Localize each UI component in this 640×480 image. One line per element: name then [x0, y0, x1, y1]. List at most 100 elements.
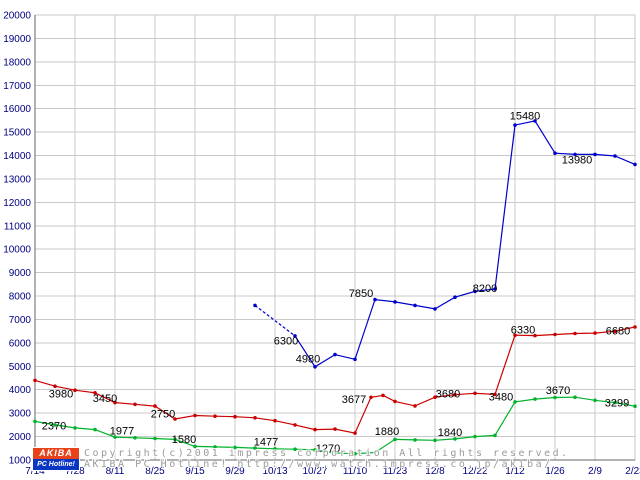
data-point-red — [213, 414, 217, 419]
data-point-blue — [393, 300, 397, 304]
point-label: 4980 — [296, 353, 320, 365]
data-point-red — [93, 391, 97, 395]
data-point-blue — [493, 287, 497, 291]
data-point-green — [333, 451, 337, 455]
watermark-line2: AKIBA PC Hotline! http://www.watch.impre… — [84, 459, 553, 470]
data-point-blue — [553, 151, 557, 155]
data-point-red — [133, 402, 137, 407]
point-label: 6300 — [274, 335, 298, 347]
data-point-red — [73, 388, 77, 393]
data-point-green — [153, 436, 157, 441]
data-point-green — [33, 419, 37, 424]
data-point-red — [333, 427, 337, 431]
point-label: 1977 — [110, 426, 134, 438]
point-label: 2750 — [151, 409, 175, 421]
y-axis-tick-label: 8000 — [9, 292, 32, 303]
data-point-green — [133, 436, 137, 440]
x-axis-tick-label: 9/29 — [225, 466, 245, 477]
series-line-red — [34, 326, 636, 434]
y-axis-tick-label: 11000 — [4, 221, 32, 232]
akiba-pc-hotline-logo: AKIBA PC Hotline! — [33, 448, 79, 470]
y-axis-tick-label: 15000 — [3, 128, 31, 139]
logo-top-text: AKIBA — [33, 448, 79, 459]
data-point-green — [93, 427, 97, 432]
data-point-red — [553, 332, 557, 337]
data-point-blue — [573, 152, 577, 157]
data-point-green — [473, 434, 477, 439]
data-point-green — [213, 445, 217, 449]
watermark-text: Copyright(c)2001 impress corporation All… — [84, 448, 570, 470]
data-point-green — [513, 400, 517, 404]
x-axis-tick-label: 12/8 — [425, 466, 445, 477]
data-point-red — [413, 404, 417, 408]
data-point-green — [53, 423, 57, 427]
x-axis-tick-label: 11/10 — [343, 466, 368, 477]
data-point-red — [369, 395, 373, 400]
data-point-green — [73, 426, 77, 430]
data-point-blue — [633, 162, 637, 167]
data-point-blue — [253, 303, 257, 308]
data-point-red — [153, 404, 157, 408]
data-point-green — [113, 435, 117, 439]
data-point-green — [253, 446, 257, 450]
data-point-green — [193, 444, 197, 449]
y-axis-tick-label: 13000 — [3, 174, 31, 185]
data-point-blue — [353, 357, 357, 362]
data-point-red — [353, 431, 357, 435]
y-axis-tick-label: 7000 — [9, 315, 32, 326]
y-axis-tick-label: 19000 — [3, 34, 31, 45]
data-point-blue — [453, 295, 457, 300]
watermark: AKIBA PC Hotline! Copyright(c)2001 impre… — [33, 448, 570, 470]
data-point-red — [381, 393, 385, 398]
x-axis-tick-label: 1/26 — [545, 466, 565, 477]
point-label: 3680 — [436, 389, 460, 401]
data-point-red — [473, 391, 477, 396]
data-point-green — [453, 437, 457, 441]
x-axis-tick-label: 8/11 — [106, 466, 125, 477]
y-axis-tick-label: 5000 — [9, 362, 32, 373]
data-point-green — [553, 395, 557, 400]
data-point-blue — [593, 152, 597, 157]
data-point-red — [593, 331, 597, 335]
data-point-green — [173, 437, 177, 442]
data-point-red — [253, 416, 257, 420]
point-label: 8200 — [473, 283, 497, 295]
data-point-green — [433, 438, 437, 443]
point-label: 1270 — [316, 443, 340, 455]
y-axis-tick-label: 4000 — [9, 385, 32, 396]
point-label: 3480 — [489, 391, 513, 403]
y-axis-tick-label: 3000 — [9, 409, 32, 420]
series-line-blue — [294, 120, 636, 368]
point-label: 13980 — [562, 155, 593, 167]
x-axis-tick-label: 12/22 — [462, 466, 487, 477]
data-point-red — [173, 417, 177, 421]
data-point-red — [433, 395, 437, 400]
data-point-green — [533, 397, 537, 401]
point-label: 3677 — [342, 394, 366, 406]
x-axis-tick-label: 11/23 — [383, 466, 408, 477]
data-point-red — [513, 333, 517, 338]
point-label: 3980 — [49, 389, 73, 401]
x-axis-tick-label: 2/23 — [625, 466, 640, 477]
point-label: 15480 — [510, 110, 541, 122]
data-point-blue — [473, 289, 477, 294]
data-point-blue — [433, 307, 437, 311]
data-point-red — [393, 399, 397, 404]
data-point-green — [293, 447, 297, 452]
point-label: 3670 — [546, 385, 570, 397]
point-label: 1880 — [375, 426, 399, 438]
y-axis-tick-label: 18000 — [3, 57, 31, 68]
data-point-green — [273, 447, 277, 451]
data-point-blue — [333, 352, 337, 357]
data-point-red — [533, 333, 537, 338]
data-point-red — [573, 331, 577, 336]
y-axis-tick-label: 14000 — [3, 151, 31, 162]
y-axis-tick-label: 2000 — [9, 432, 32, 443]
x-axis-tick-label: 7/28 — [65, 466, 85, 477]
point-label: 3299 — [605, 398, 629, 410]
point-label: 1477 — [254, 436, 278, 448]
data-point-blue — [533, 119, 537, 123]
data-point-blue — [313, 365, 317, 369]
point-label: 7850 — [349, 288, 373, 300]
